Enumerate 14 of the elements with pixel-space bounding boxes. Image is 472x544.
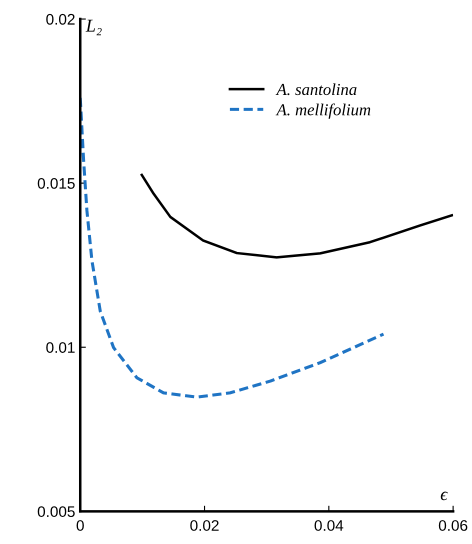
y-tick-label: 0.01 <box>46 342 75 353</box>
x-tick-label: 0.02 <box>190 520 219 531</box>
line-series <box>140 174 454 259</box>
y-tick-label: 0.02 <box>46 14 75 25</box>
y-axis-title: L₂ <box>86 20 102 36</box>
x-tick-label: 0.06 <box>438 520 468 531</box>
x-axis-title: ϵ <box>440 492 448 500</box>
x-tick-label: 0 <box>76 520 84 531</box>
legend-label: A. mellifolium <box>276 103 370 119</box>
line-series <box>80 96 386 399</box>
x-tick-label: 0.04 <box>314 520 344 531</box>
legend-label: A. santolina <box>276 83 356 96</box>
y-tick-label: 0.015 <box>38 178 75 189</box>
y-tick-label: 0.005 <box>38 506 75 518</box>
